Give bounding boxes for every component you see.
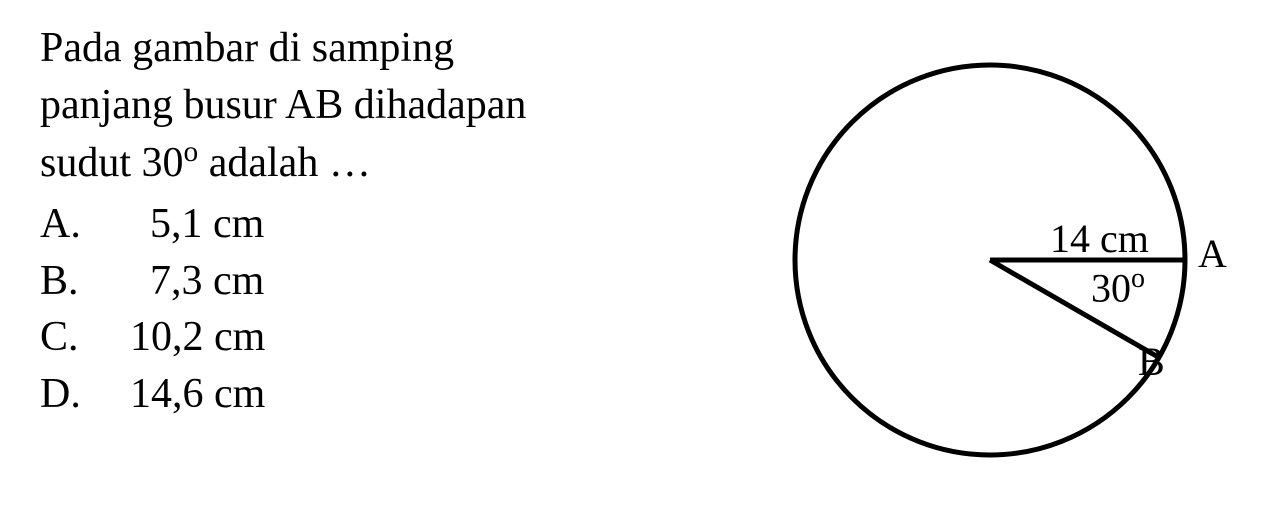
option-b-value: 7,3 cm — [120, 253, 264, 310]
question-line-1: Pada gambar di samping — [40, 20, 720, 77]
point-a-label: A — [1198, 230, 1227, 277]
circle-svg — [760, 20, 1240, 490]
radius-label: 14 cm — [1050, 215, 1149, 262]
point-b-label: B — [1138, 338, 1165, 385]
question-line-3: sudut 30o adalah … — [40, 133, 720, 192]
option-b: B. 7,3 cm — [40, 253, 720, 310]
option-a-letter: A. — [40, 196, 120, 253]
angle-label: 30o — [1091, 263, 1145, 311]
option-d-letter: D. — [40, 366, 120, 423]
option-c: C. 10,2 cm — [40, 309, 720, 366]
option-a: A. 5,1 cm — [40, 196, 720, 253]
angle-sup: o — [1131, 263, 1145, 294]
angle-value: 30 — [1091, 265, 1131, 310]
option-a-value: 5,1 cm — [120, 196, 264, 253]
option-c-letter: C. — [40, 309, 120, 366]
question-line-3-post: adalah … — [198, 140, 371, 186]
question-text: Pada gambar di samping panjang busur AB … — [40, 20, 720, 423]
option-d: D. 14,6 cm — [40, 366, 720, 423]
options-list: A. 5,1 cm B. 7,3 cm C. 10,2 cm D. 14,6 c… — [40, 196, 720, 423]
option-d-value: 14,6 cm — [120, 366, 265, 423]
question-degree-sup: o — [184, 136, 199, 168]
option-b-letter: B. — [40, 253, 120, 310]
question-line-3-pre: sudut 30 — [40, 140, 184, 186]
circle-figure: 14 cm A 30o B — [760, 20, 1240, 490]
question-line-2: panjang busur AB dihadapan — [40, 77, 720, 134]
option-c-value: 10,2 cm — [120, 309, 265, 366]
